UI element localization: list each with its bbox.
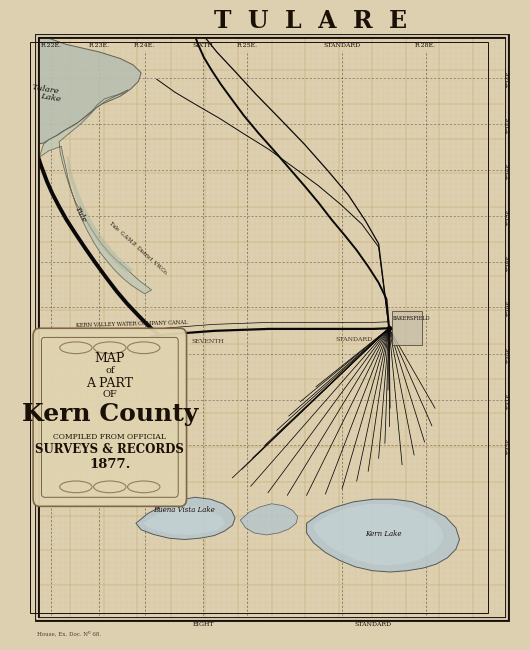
Text: EIGHT: EIGHT <box>193 621 215 627</box>
Text: SURVEYS & RECORDS: SURVEYS & RECORDS <box>36 443 184 456</box>
Text: Kern Lake: Kern Lake <box>366 530 402 538</box>
Text: Tule: Tule <box>73 205 87 224</box>
Text: STANDARD: STANDARD <box>335 337 372 342</box>
Text: R.24E.: R.24E. <box>134 43 155 48</box>
Text: BAKERSFIELD: BAKERSFIELD <box>392 316 430 321</box>
Text: R.28E.: R.28E. <box>415 43 436 48</box>
Text: R.22E.: R.22E. <box>41 43 62 48</box>
Text: Buena Vista Lake: Buena Vista Lake <box>154 506 215 514</box>
Text: T.26S.: T.26S. <box>507 161 511 179</box>
Text: T  U  L  A  R  E: T U L A R E <box>214 9 408 32</box>
Text: Tule  G.&M.P.  District  V.W.Co.: Tule G.&M.P. District V.W.Co. <box>108 221 168 276</box>
Polygon shape <box>37 36 141 144</box>
Bar <box>37 36 507 619</box>
Polygon shape <box>39 90 152 294</box>
Text: SIXTH: SIXTH <box>192 43 213 48</box>
Polygon shape <box>143 506 225 535</box>
Text: T.27S.: T.27S. <box>507 207 511 225</box>
Text: of: of <box>105 366 114 375</box>
Text: T.30S.: T.30S. <box>507 344 511 363</box>
Text: T.29S.: T.29S. <box>507 298 511 317</box>
Text: SEVENTH: SEVENTH <box>191 339 224 344</box>
Text: Lake: Lake <box>40 92 61 103</box>
Text: MAP: MAP <box>95 352 125 365</box>
Text: T.24S.: T.24S. <box>507 69 511 87</box>
Text: A PART: A PART <box>86 377 134 390</box>
Polygon shape <box>240 504 298 535</box>
Polygon shape <box>136 497 235 540</box>
Text: KERN VALLEY WATER COMPANY CANAL: KERN VALLEY WATER COMPANY CANAL <box>76 320 188 328</box>
Text: T.32S.: T.32S. <box>507 436 511 454</box>
Polygon shape <box>313 504 444 566</box>
Text: STANDARD: STANDARD <box>355 621 392 627</box>
Text: Kern County: Kern County <box>22 402 198 426</box>
Text: R.25E.: R.25E. <box>236 43 258 48</box>
Text: Tulare: Tulare <box>31 83 60 96</box>
Bar <box>30 42 488 612</box>
Text: STANDARD: STANDARD <box>323 43 360 48</box>
Bar <box>392 311 422 344</box>
Text: OF: OF <box>102 390 117 399</box>
Text: T.25S.: T.25S. <box>507 114 511 133</box>
Bar <box>37 36 507 619</box>
Polygon shape <box>66 156 134 273</box>
Text: R.23E.: R.23E. <box>89 43 110 48</box>
Text: 1877.: 1877. <box>89 458 130 471</box>
Polygon shape <box>306 499 460 572</box>
Text: T.28S.: T.28S. <box>507 253 511 271</box>
Text: COMPILED FROM OFFICIAL: COMPILED FROM OFFICIAL <box>54 433 166 441</box>
Text: House, Ex. Doc. Nº 68.: House, Ex. Doc. Nº 68. <box>37 631 101 636</box>
FancyBboxPatch shape <box>33 328 187 506</box>
Text: T.31S.: T.31S. <box>507 391 511 409</box>
